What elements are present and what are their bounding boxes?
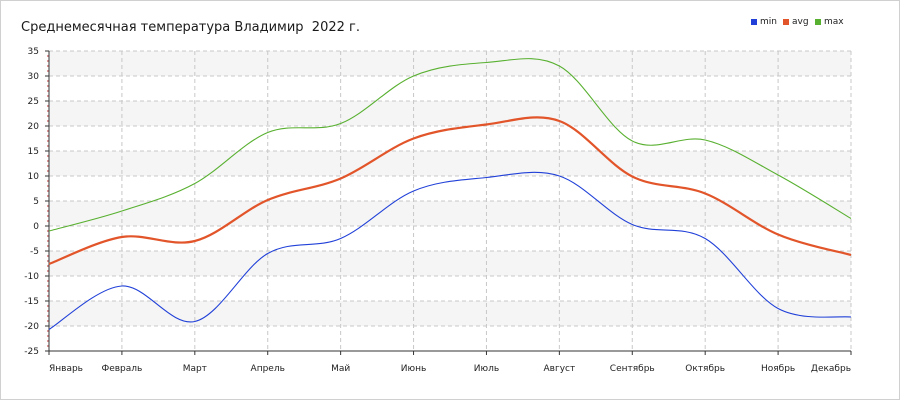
series-line-min	[48, 171, 852, 330]
grid-band	[49, 201, 851, 226]
y-tick-label: 15	[28, 147, 39, 157]
y-tick-label: -15	[24, 297, 39, 307]
legend-item-max: max	[815, 17, 844, 28]
grid-band	[49, 51, 851, 76]
x-tick-label: Ноябрь	[761, 364, 795, 374]
legend-label-avg: avg	[792, 17, 809, 27]
x-tick-label: Март	[183, 364, 207, 374]
y-tick-label: 5	[33, 197, 39, 207]
grid-band	[49, 251, 851, 276]
y-tick-label: 20	[28, 122, 40, 132]
legend-swatch-min	[751, 19, 757, 25]
grid-band	[49, 101, 851, 126]
series-line-max	[48, 58, 852, 232]
x-tick-label: Июнь	[401, 364, 427, 374]
y-tick-label: 10	[28, 172, 40, 182]
x-tick-label: Май	[331, 364, 350, 374]
x-tick-label: Апрель	[251, 364, 285, 374]
grid-band	[49, 151, 851, 176]
y-tick-label: 35	[28, 47, 39, 57]
x-tick-label: Октябрь	[685, 364, 725, 374]
y-tick-label: -25	[24, 347, 39, 357]
legend-label-max: max	[824, 17, 844, 27]
legend-item-avg: avg	[783, 17, 809, 28]
x-tick-label: Сентябрь	[610, 364, 655, 374]
x-tick-label: Январь	[49, 364, 83, 374]
chart-title: Среднемесячная температура Владимир 2022…	[21, 20, 360, 35]
legend-label-min: min	[760, 17, 777, 27]
x-tick-label: Август	[544, 364, 576, 374]
x-tick-label: Февраль	[101, 364, 142, 374]
y-tick-label: -5	[30, 247, 39, 257]
y-tick-label: 25	[28, 97, 39, 107]
grid-band	[49, 301, 851, 326]
legend-swatch-avg	[783, 19, 789, 25]
x-tick-label: Июль	[474, 364, 499, 374]
y-tick-label: -20	[24, 322, 39, 332]
y-tick-label: 0	[33, 222, 39, 232]
series-line-avg	[48, 116, 852, 266]
y-tick-label: -10	[24, 272, 39, 282]
legend-swatch-max	[815, 19, 821, 25]
y-tick-label: 30	[28, 72, 40, 82]
x-tick-label: Декабрь	[811, 364, 851, 374]
legend-item-min: min	[751, 17, 777, 28]
